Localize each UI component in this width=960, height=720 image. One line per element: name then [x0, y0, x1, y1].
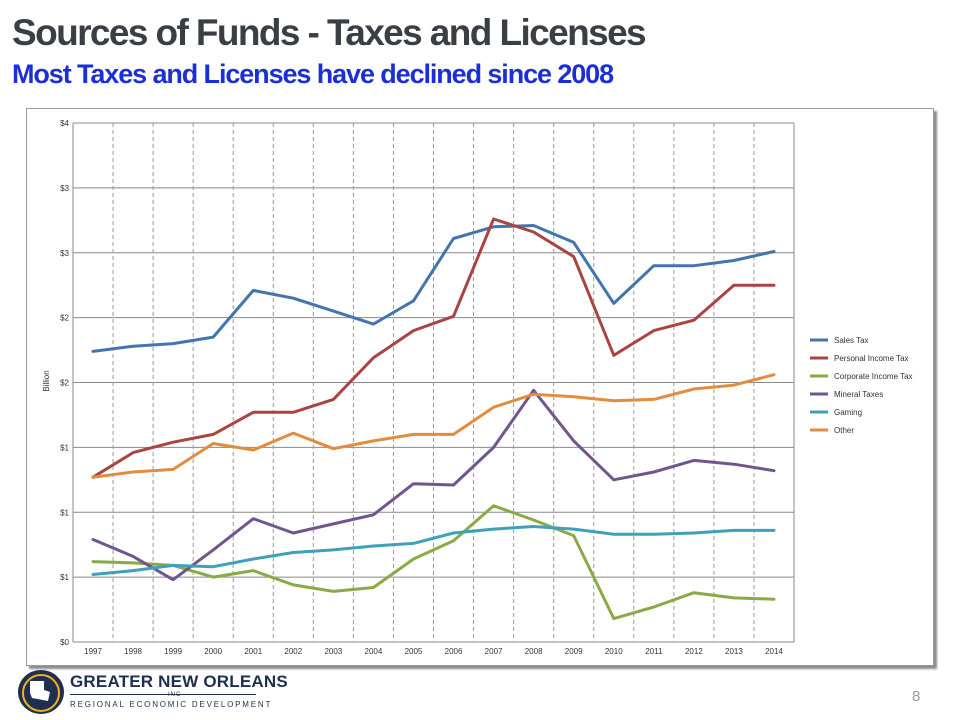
chart-grid	[72, 122, 795, 643]
x-tick-label: 2005	[405, 647, 423, 656]
chart-series	[91, 217, 776, 621]
y-tick-label: $0	[60, 638, 69, 647]
legend-entry: Gaming	[834, 408, 862, 417]
x-tick-label: 2014	[765, 647, 783, 656]
slide-title: Sources of Funds - Taxes and Licenses	[12, 12, 647, 53]
x-tick-label: 1998	[124, 647, 142, 656]
legend-entry: Mineral Taxes	[834, 390, 883, 399]
y-tick-label: $1	[60, 443, 69, 452]
legend-entry: Corporate Income Tax	[834, 372, 913, 381]
logo-inc: INC	[168, 692, 182, 698]
y-tick-label: $2	[60, 314, 69, 323]
x-tick-label: 2011	[645, 647, 663, 656]
x-tick-label: 2002	[284, 647, 302, 656]
legend-entry: Other	[834, 426, 854, 435]
x-tick-label: 2010	[605, 647, 623, 656]
x-tick-label: 2007	[485, 647, 503, 656]
x-tick-label: 2012	[685, 647, 703, 656]
chart-frame: $0 $1 $1 $1 $2 $2 $3 $3 $4 1997 1998 1999 2000 2001 20…	[26, 108, 934, 666]
logo-divider	[70, 694, 256, 695]
series-line	[91, 525, 776, 576]
chart-legend: Sales Tax Personal Income Tax Corporate In…	[810, 336, 913, 435]
y-tick-label: $2	[60, 379, 69, 388]
logo-tagline: REGIONAL ECONOMIC DEVELOPMENT	[70, 700, 273, 709]
x-tick-label: 2006	[445, 647, 463, 656]
x-tick-label: 2013	[725, 647, 743, 656]
y-axis-label: Billion	[42, 370, 51, 391]
y-tick-label: $1	[60, 573, 69, 582]
x-tick-label: 1999	[164, 647, 182, 656]
y-tick-label: $4	[60, 119, 69, 128]
y-tick-label: $3	[60, 184, 69, 193]
series-line	[91, 224, 776, 353]
series-line	[91, 217, 776, 479]
series-line	[91, 388, 776, 582]
x-tick-label: 1997	[84, 647, 102, 656]
x-tick-label: 2000	[204, 647, 222, 656]
x-tick-label: 2008	[525, 647, 543, 656]
logo-name: GREATER NEW ORLEANS	[70, 672, 288, 691]
x-tick-label: 2003	[324, 647, 342, 656]
x-tick-label: 2001	[244, 647, 262, 656]
y-tick-label: $3	[60, 249, 69, 258]
series-line	[91, 504, 776, 621]
page-number: 8	[912, 688, 921, 705]
legend-entry: Personal Income Tax	[834, 354, 909, 363]
chart-axes: $0 $1 $1 $1 $2 $2 $3 $3 $4 1997 1998 1999 2000 2001 20…	[60, 119, 783, 656]
x-tick-label: 2004	[365, 647, 383, 656]
greater-new-orleans-logo: GREATER NEW ORLEANS INC REGIONAL ECONOMI…	[18, 670, 288, 714]
legend-entry: Sales Tax	[834, 336, 869, 345]
x-tick-label: 2009	[565, 647, 583, 656]
slide-subtitle: Most Taxes and Licenses have declined si…	[12, 59, 614, 89]
louisiana-emblem-icon	[18, 670, 64, 714]
y-tick-label: $1	[60, 508, 69, 517]
line-chart: $0 $1 $1 $1 $2 $2 $3 $3 $4 1997 1998 1999 2000 2001 20…	[42, 119, 913, 656]
series-line	[91, 373, 776, 479]
